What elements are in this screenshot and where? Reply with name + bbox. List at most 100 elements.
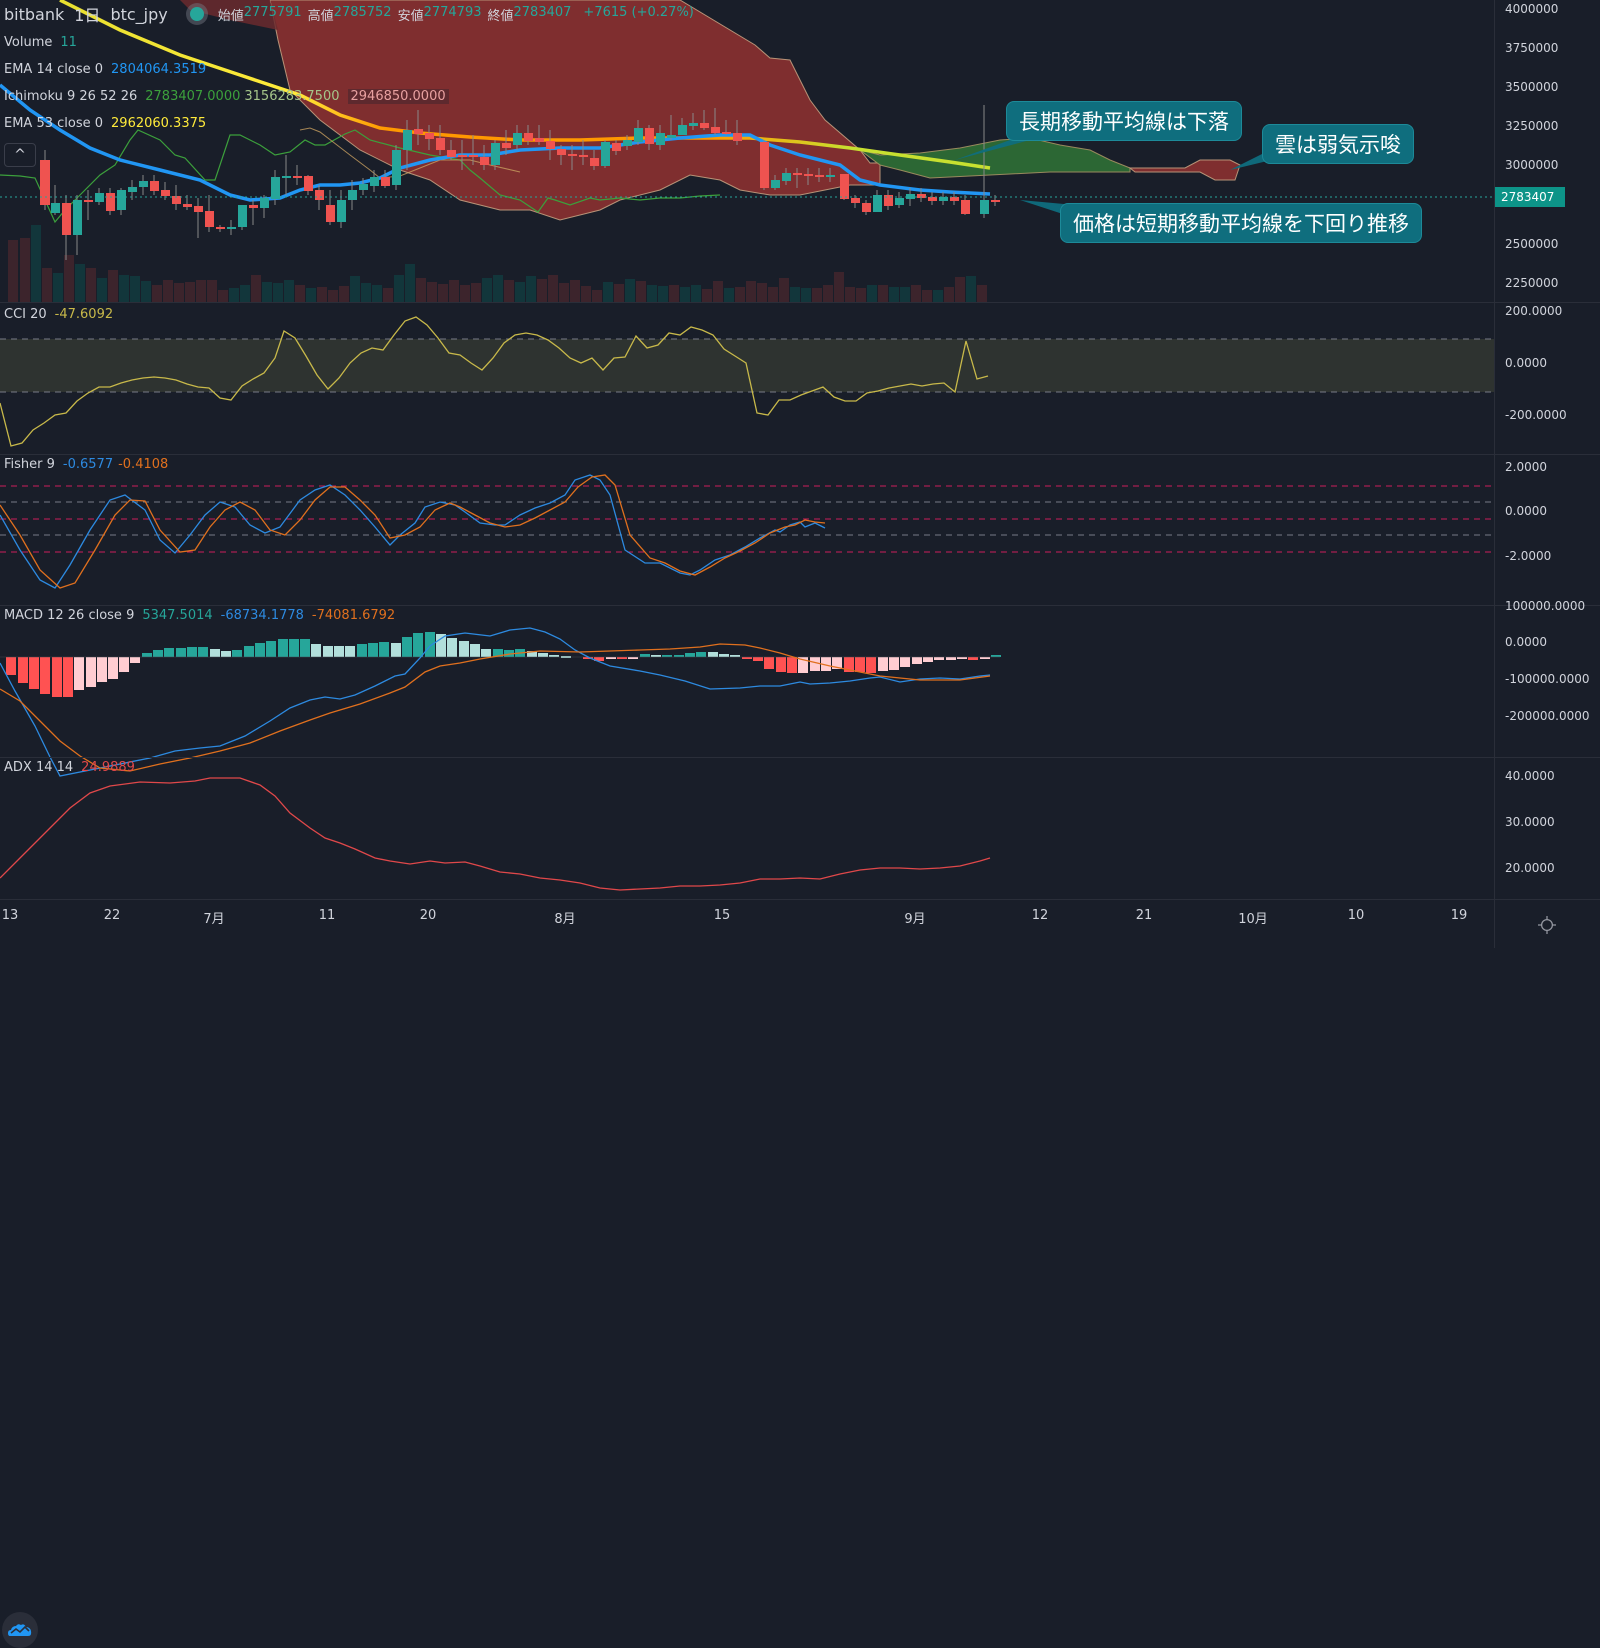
fisher-legend-name: Fisher 9	[4, 457, 55, 472]
adx-line	[0, 777, 991, 891]
cci-chart-svg	[0, 316, 1494, 447]
macd-legend-macd: -68734.1778	[220, 608, 304, 623]
fisher-pane[interactable]: Fisher 9 -0.6577 -0.4108 2.0000 0.0000 -…	[0, 455, 1600, 605]
time-tick: 19	[1450, 908, 1468, 923]
adx-legend-value: 24.9889	[81, 760, 135, 775]
fisher-tick: 2.0000	[1505, 460, 1547, 474]
cci-plot[interactable]: CCI 20 -47.6092	[0, 303, 1494, 454]
ichimoku-legend-name: Ichimoku 9 26 52 26	[4, 89, 138, 104]
time-tick: 20	[419, 908, 437, 923]
market-status-icon[interactable]	[189, 7, 204, 21]
cci-tick: 0.0000	[1505, 356, 1547, 370]
macd-axis[interactable]: 100000.0000 0.0000 -100000.0000 -200000.…	[1494, 599, 1600, 757]
settings-gear-icon[interactable]	[1538, 916, 1556, 934]
pane-divider[interactable]	[0, 454, 1600, 455]
macd-legend-hist: 5347.5014	[142, 608, 213, 623]
close-label: 終値	[487, 8, 514, 24]
macd-histogram	[6, 632, 1001, 697]
ichimoku-cloud-future	[1128, 159, 1241, 181]
adx-tick: 30.0000	[1505, 815, 1555, 829]
cci-line	[0, 316, 989, 447]
low-value: 2774793	[423, 4, 482, 20]
adx-legend-name: ADX 14 14	[4, 760, 74, 775]
adx-legend[interactable]: ADX 14 14 24.9889	[4, 760, 135, 775]
pane-divider[interactable]	[0, 605, 1600, 606]
fisher-legend[interactable]: Fisher 9 -0.6577 -0.4108	[4, 457, 168, 472]
macd-chart-svg	[0, 627, 1001, 777]
price-tick: 2250000	[1505, 276, 1559, 290]
macd-pane[interactable]: MACD 12 26 close 9 5347.5014 -68734.1778…	[0, 599, 1600, 777]
time-tick: 15	[713, 908, 731, 923]
ichimoku-cloud-bull	[859, 137, 1131, 179]
price-plot[interactable]: bitbank 1日 btc_jpy 始値 2775791 高値 2785752 安…	[0, 0, 1494, 302]
annotation-cloud[interactable]: 雲は弱気示唆	[1262, 124, 1414, 164]
cci-pane[interactable]: CCI 20 -47.6092 200.0000 0.0000 -200.000…	[0, 303, 1600, 454]
macd-tick: -100000.0000	[1505, 672, 1590, 686]
ichimoku-legend-value-2: 3156283.7500	[244, 89, 340, 104]
cci-legend[interactable]: CCI 20 -47.6092	[4, 307, 113, 322]
time-axis-divider	[0, 899, 1600, 900]
ichimoku-legend-value-3: 2946850.0000	[347, 89, 449, 104]
ema14-legend[interactable]: EMA 14 close 0 2804064.3519	[4, 62, 206, 77]
ichimoku-cloud-bear-top	[0, 0, 278, 30]
ema53-legend[interactable]: EMA 53 close 0 2962060.3375	[4, 116, 206, 131]
adx-plot[interactable]: ADX 14 14 24.9889	[0, 758, 1494, 1648]
price-tick: 3000000	[1505, 158, 1559, 172]
symbol-name[interactable]: btc_jpy	[110, 4, 168, 24]
macd-tick: -200000.0000	[1505, 709, 1590, 723]
volume-legend-value: 11	[60, 35, 77, 50]
time-tick: 12	[1031, 908, 1049, 923]
tradingview-logo[interactable]	[2, 1612, 38, 1648]
adx-pane[interactable]: ADX 14 14 24.9889 40.0000 30.0000 20.000…	[0, 758, 1600, 1648]
adx-axis[interactable]: 40.0000 30.0000 20.0000	[1494, 758, 1600, 909]
price-tick: 3500000	[1505, 80, 1559, 94]
symbol-header: bitbank 1日 btc_jpy 始値 2775791 高値 2785752 安…	[4, 2, 694, 26]
ema14-line	[0, 83, 991, 202]
cci-axis[interactable]: 200.0000 0.0000 -200.0000	[1494, 303, 1600, 454]
cci-legend-value: -47.6092	[54, 307, 114, 322]
time-tick: 9月	[904, 912, 926, 927]
pane-divider[interactable]	[0, 757, 1600, 758]
time-axis[interactable]: 13 22 7月 11 20 8月 15 9月 12 21 10月 10 19	[0, 900, 1494, 948]
macd-tick: 100000.0000	[1505, 599, 1586, 613]
price-tick: 3750000	[1505, 41, 1559, 55]
ema53-legend-value: 2962060.3375	[111, 116, 207, 131]
ohlc-values: 始値 2775791 高値 2785752 安値 2774793 終値 2783407 …	[218, 5, 694, 24]
price-tick: 3250000	[1505, 119, 1559, 133]
fisher-chart-svg	[0, 474, 1494, 589]
time-tick: 10月	[1238, 912, 1268, 927]
fisher-axis[interactable]: 2.0000 0.0000 -2.0000	[1494, 455, 1600, 605]
time-tick: 22	[103, 908, 121, 923]
macd-signal-line	[0, 643, 991, 772]
ichimoku-legend[interactable]: Ichimoku 9 26 52 26 2783407.0000 3156283…	[4, 89, 449, 104]
ichimoku-legend-value-1: 2783407.0000	[145, 89, 241, 104]
exchange-name[interactable]: bitbank	[4, 4, 65, 24]
ema53-legend-name: EMA 53 close 0	[4, 116, 104, 131]
macd-plot[interactable]: MACD 12 26 close 9 5347.5014 -68734.1778…	[0, 606, 1494, 777]
cloud-logo-icon	[8, 1624, 32, 1636]
annotation-long-ma[interactable]: 長期移動平均線は下落	[1006, 101, 1242, 141]
pane-divider[interactable]	[0, 302, 1600, 303]
macd-legend[interactable]: MACD 12 26 close 9 5347.5014 -68734.1778…	[4, 608, 395, 623]
ichimoku-lagging-line	[0, 129, 721, 224]
annotation-price-below-ma[interactable]: 価格は短期移動平均線を下回り推移	[1060, 203, 1422, 243]
close-value: 2783407	[513, 4, 572, 20]
interval-label[interactable]: 1日	[74, 6, 101, 25]
price-tick: 2500000	[1505, 237, 1559, 251]
fisher-legend-value-1: -0.6577	[62, 457, 114, 472]
last-price-tag: 2783407	[1495, 187, 1565, 207]
fisher-signal-line	[0, 474, 826, 589]
high-label: 高値	[307, 8, 334, 24]
collapse-legend-button[interactable]: ^	[4, 143, 36, 167]
fisher-plot[interactable]: Fisher 9 -0.6577 -0.4108	[0, 455, 1494, 605]
price-pane[interactable]: bitbank 1日 btc_jpy 始値 2775791 高値 2785752 安…	[0, 0, 1600, 302]
volume-legend[interactable]: Volume 11	[4, 35, 77, 50]
adx-chart-svg	[0, 777, 991, 891]
fisher-tick: 0.0000	[1505, 504, 1547, 518]
open-value: 2775791	[243, 4, 302, 20]
volume-legend-name: Volume	[4, 35, 53, 50]
time-tick: 13	[1, 908, 19, 923]
low-label: 安値	[397, 8, 424, 24]
price-axis[interactable]: 4000000 3750000 3500000 3250000 3000000 …	[1494, 0, 1600, 302]
adx-tick: 40.0000	[1505, 769, 1555, 783]
